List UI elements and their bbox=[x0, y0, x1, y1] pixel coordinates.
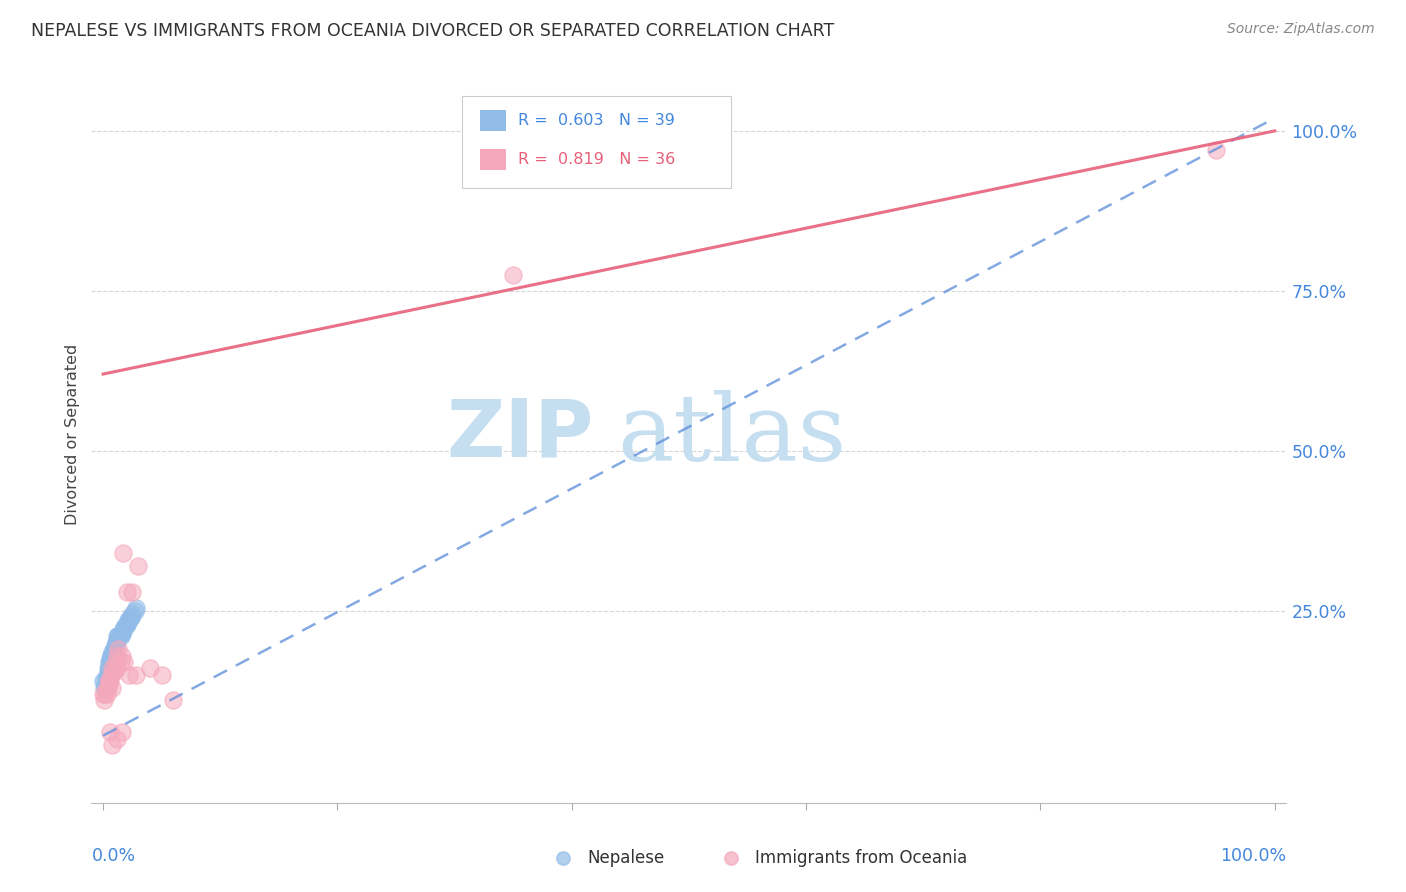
Point bbox=[94, 674, 117, 689]
Point bbox=[118, 668, 141, 682]
Point bbox=[107, 642, 129, 657]
Point bbox=[98, 655, 121, 669]
Point bbox=[125, 600, 148, 615]
Point bbox=[124, 604, 146, 618]
Point bbox=[110, 629, 132, 643]
Point bbox=[104, 639, 127, 653]
Point bbox=[105, 632, 128, 647]
Point bbox=[94, 681, 117, 695]
Point bbox=[112, 623, 135, 637]
Point bbox=[94, 687, 117, 701]
Point bbox=[98, 674, 120, 689]
Text: Immigrants from Oceania: Immigrants from Oceania bbox=[755, 849, 967, 867]
Point bbox=[111, 648, 134, 663]
Point bbox=[103, 642, 125, 657]
Point bbox=[115, 616, 138, 631]
Point bbox=[107, 629, 129, 643]
Point bbox=[125, 668, 148, 682]
Point bbox=[111, 626, 134, 640]
Text: atlas: atlas bbox=[617, 390, 846, 480]
Point bbox=[105, 661, 128, 675]
Text: 0.0%: 0.0% bbox=[91, 847, 135, 865]
Point bbox=[115, 616, 138, 631]
Point bbox=[98, 674, 120, 689]
Point bbox=[91, 674, 114, 689]
Point bbox=[91, 687, 114, 701]
Point bbox=[96, 674, 118, 689]
Point bbox=[96, 668, 118, 682]
Point bbox=[101, 661, 124, 675]
Bar bbox=[479, 149, 506, 170]
Point bbox=[114, 620, 136, 634]
Point bbox=[112, 620, 135, 634]
Point bbox=[107, 629, 129, 643]
Point bbox=[101, 645, 124, 659]
Text: ZIP: ZIP bbox=[446, 396, 593, 474]
Point bbox=[162, 693, 184, 707]
Point bbox=[502, 268, 524, 282]
Point bbox=[112, 655, 135, 669]
Point bbox=[97, 661, 120, 675]
Point bbox=[100, 648, 122, 663]
Point bbox=[96, 687, 118, 701]
Point bbox=[105, 629, 128, 643]
Point bbox=[100, 668, 122, 682]
Point bbox=[103, 665, 125, 679]
Text: Nepalese: Nepalese bbox=[588, 849, 665, 867]
Point bbox=[101, 681, 124, 695]
Point bbox=[121, 607, 143, 621]
Point bbox=[718, 812, 741, 826]
Point bbox=[105, 648, 128, 663]
Point bbox=[93, 693, 115, 707]
Text: R =  0.603   N = 39: R = 0.603 N = 39 bbox=[517, 113, 675, 128]
Point bbox=[1205, 143, 1227, 157]
Point bbox=[554, 812, 576, 826]
Text: Source: ZipAtlas.com: Source: ZipAtlas.com bbox=[1227, 22, 1375, 37]
Point bbox=[111, 725, 134, 739]
Point bbox=[121, 584, 143, 599]
Point bbox=[96, 681, 118, 695]
Point bbox=[105, 655, 127, 669]
Point bbox=[98, 661, 120, 675]
Point bbox=[100, 648, 122, 663]
Point bbox=[105, 636, 127, 650]
Point bbox=[120, 610, 142, 624]
Point bbox=[115, 584, 138, 599]
Point bbox=[105, 636, 127, 650]
Point bbox=[98, 725, 121, 739]
Point bbox=[97, 681, 120, 695]
Point bbox=[97, 668, 120, 682]
Point bbox=[105, 731, 128, 746]
Text: 100.0%: 100.0% bbox=[1220, 847, 1286, 865]
Point bbox=[101, 738, 124, 752]
Point bbox=[110, 655, 132, 669]
Point bbox=[98, 652, 121, 666]
Point bbox=[93, 681, 115, 695]
Point bbox=[103, 642, 125, 657]
Point bbox=[112, 546, 135, 560]
Point bbox=[111, 626, 134, 640]
Point bbox=[127, 559, 149, 574]
Point bbox=[98, 674, 121, 689]
Text: R =  0.819   N = 36: R = 0.819 N = 36 bbox=[517, 153, 675, 167]
Point bbox=[120, 610, 142, 624]
Text: NEPALESE VS IMMIGRANTS FROM OCEANIA DIVORCED OR SEPARATED CORRELATION CHART: NEPALESE VS IMMIGRANTS FROM OCEANIA DIVO… bbox=[31, 22, 834, 40]
Point bbox=[150, 668, 173, 682]
Point bbox=[118, 614, 141, 628]
Point bbox=[98, 655, 120, 669]
Bar bbox=[479, 111, 506, 131]
Point bbox=[139, 661, 162, 675]
FancyBboxPatch shape bbox=[461, 96, 731, 188]
Y-axis label: Divorced or Separated: Divorced or Separated bbox=[65, 344, 80, 525]
Point bbox=[117, 614, 139, 628]
Point bbox=[104, 661, 127, 675]
